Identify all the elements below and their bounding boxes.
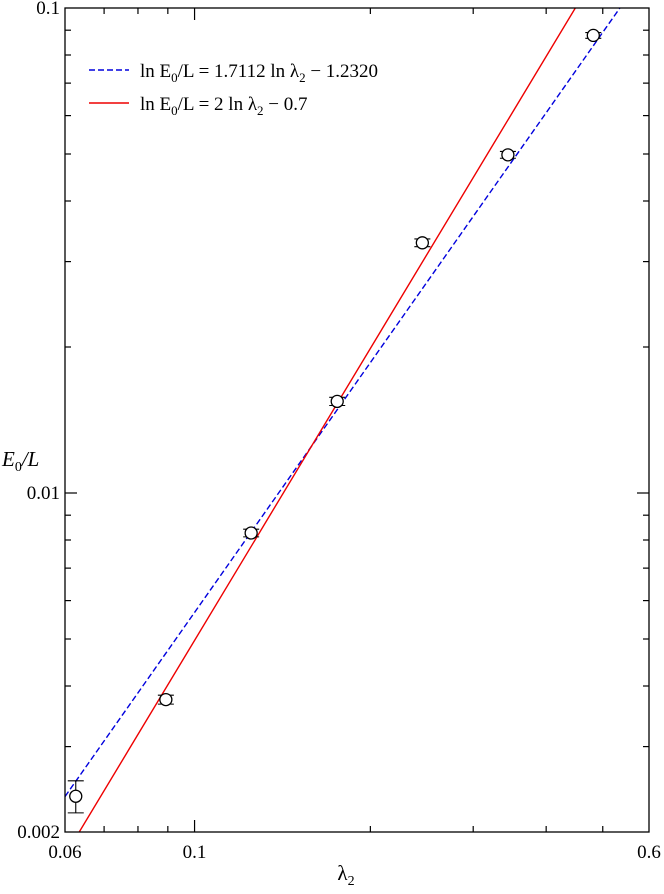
data-marker (244, 526, 258, 540)
data-point (67, 780, 84, 814)
data-marker (415, 236, 429, 250)
data-marker (501, 148, 515, 162)
y-tick-label: 0.1 (36, 0, 60, 19)
fit-line-2 (78, 8, 577, 832)
data-marker (586, 28, 600, 43)
data-marker (330, 394, 344, 409)
tick-labels: 0.06 0.1 0.6 0.002 0.01 0.1 (17, 0, 661, 863)
data-point (414, 236, 431, 250)
data-point (329, 394, 346, 409)
data-marker (159, 692, 173, 707)
data-point (157, 692, 174, 707)
legend-entry-2: ln E0/L = 2 ln λ2 − 0.7 (140, 94, 308, 118)
x-axis-label: λ2 (337, 861, 354, 889)
fit-lines (65, 8, 621, 832)
data-points (67, 28, 602, 814)
data-point (585, 28, 602, 43)
legend-entry-1: ln E0/L = 1.7112 ln λ2 − 1.2320 (140, 61, 378, 85)
x-tick-label: 0.06 (48, 842, 81, 863)
data-marker (69, 789, 83, 803)
x-tick-label: 0.6 (637, 842, 661, 863)
y-tick-label: 0.01 (27, 483, 60, 504)
x-tick-label: 0.1 (183, 842, 207, 863)
legend: ln E0/L = 1.7112 ln λ2 − 1.2320 ln E0/L =… (89, 61, 378, 118)
y-tick-label: 0.002 (17, 822, 60, 843)
data-point (243, 526, 260, 540)
axis-ticks (65, 8, 649, 832)
y-axis-label: E0/L (1, 447, 39, 475)
plot-frame (64, 7, 650, 833)
fit-line-1 (65, 8, 621, 797)
data-point (499, 148, 516, 162)
